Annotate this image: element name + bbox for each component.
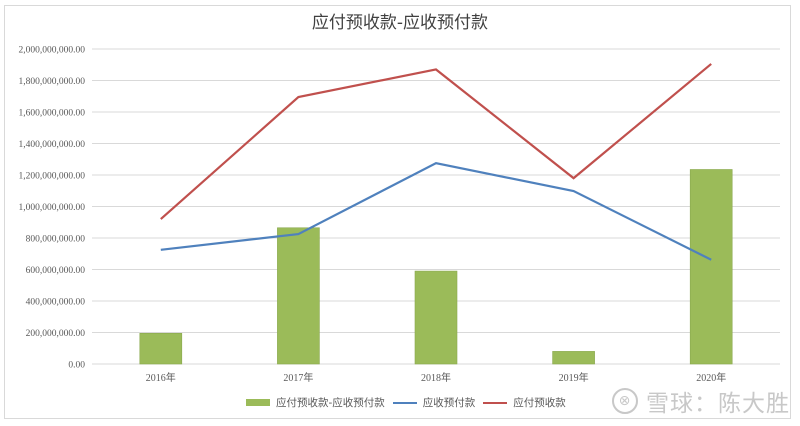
series-line — [160, 162, 712, 261]
x-tick-label: 2020年 — [696, 371, 726, 384]
y-tick-label: 200,000,000.00 — [26, 329, 86, 339]
watermark: ⊗ 雪球：陈大胜 — [612, 384, 790, 418]
legend-label: 应收预付款 — [422, 397, 476, 409]
legend-item-payable-advance: 应付预收款 — [483, 395, 566, 410]
line-swatch-icon — [483, 401, 508, 404]
y-tick-label: 1,200,000,000.00 — [19, 172, 86, 182]
bar — [689, 169, 733, 365]
chart-frame — [4, 5, 791, 419]
y-tick-label: 400,000,000.00 — [26, 298, 86, 308]
x-tick-label: 2018年 — [421, 371, 451, 384]
bar — [139, 332, 183, 365]
series-line — [160, 63, 712, 220]
legend-item-receivable-prepaid: 应收预付款 — [392, 395, 476, 410]
legend-item-diff: 应付预收款-应收预付款 — [246, 395, 385, 410]
bar — [414, 270, 458, 365]
legend-label: 应付预收款 — [513, 397, 566, 409]
watermark-text: 雪球：陈大胜 — [646, 391, 790, 417]
x-tick-label: 2016年 — [146, 371, 176, 384]
y-tick-label: 800,000,000.00 — [26, 235, 86, 245]
x-tick-label: 2017年 — [283, 371, 313, 384]
legend-label: 应付预收款-应收预付款 — [276, 397, 385, 409]
y-tick-label: 1,800,000,000.00 — [19, 77, 86, 87]
chart-title: 应付预收款-应收预付款 — [311, 13, 489, 33]
y-tick-label: 0.00 — [68, 361, 85, 371]
bar-swatch-icon — [246, 399, 270, 406]
line-swatch-icon — [392, 401, 417, 404]
y-tick-label: 1,400,000,000.00 — [19, 140, 86, 150]
y-tick-label: 2,000,000,000.00 — [19, 46, 86, 56]
x-tick-label: 2019年 — [559, 371, 589, 384]
y-tick-label: 1,000,000,000.00 — [19, 203, 86, 213]
bar — [552, 351, 595, 365]
y-tick-label: 600,000,000.00 — [26, 266, 86, 276]
y-tick-label: 1,600,000,000.00 — [19, 109, 86, 119]
bar — [277, 227, 320, 365]
xueqiu-logo-icon: ⊗ — [612, 388, 638, 414]
legend: 应付预收款-应收预付款 应收预付款 应付预收款 — [246, 395, 574, 410]
